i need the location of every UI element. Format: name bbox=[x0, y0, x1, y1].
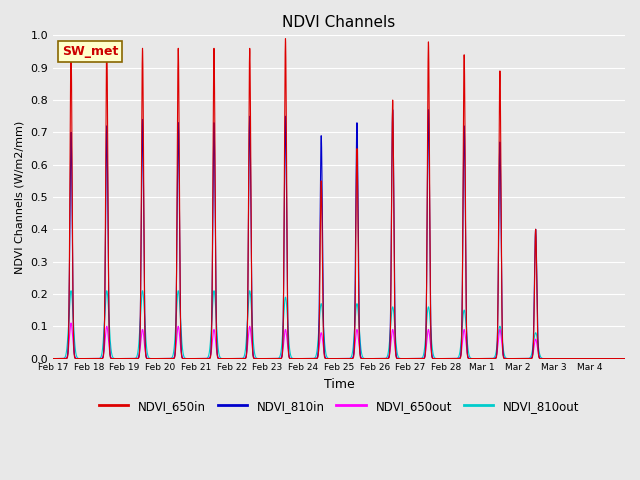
NDVI_650in bbox=[504, 356, 511, 361]
Title: NDVI Channels: NDVI Channels bbox=[282, 15, 396, 30]
NDVI_810in bbox=[49, 356, 57, 361]
NDVI_810in bbox=[388, 204, 396, 210]
NDVI_650out bbox=[504, 356, 511, 361]
NDVI_650in bbox=[78, 356, 86, 361]
NDVI_810out bbox=[388, 311, 396, 316]
Line: NDVI_810in: NDVI_810in bbox=[53, 110, 625, 359]
Line: NDVI_650out: NDVI_650out bbox=[53, 323, 625, 359]
NDVI_810out bbox=[614, 356, 622, 361]
NDVI_650out bbox=[594, 356, 602, 361]
Text: SW_met: SW_met bbox=[61, 45, 118, 58]
NDVI_650out bbox=[388, 333, 396, 338]
NDVI_810out bbox=[474, 356, 481, 361]
NDVI_650in bbox=[49, 356, 57, 361]
NDVI_650in bbox=[573, 356, 581, 361]
NDVI_810out bbox=[67, 288, 75, 294]
NDVI_650in bbox=[388, 203, 396, 209]
NDVI_650in bbox=[474, 356, 481, 361]
NDVI_650in bbox=[413, 356, 420, 361]
NDVI_810in bbox=[577, 356, 585, 361]
NDVI_810in bbox=[621, 356, 629, 361]
Line: NDVI_650in: NDVI_650in bbox=[53, 39, 625, 359]
NDVI_650in bbox=[282, 36, 289, 42]
NDVI_810in bbox=[257, 356, 264, 361]
NDVI_810in bbox=[504, 356, 511, 361]
NDVI_810in bbox=[413, 356, 420, 361]
NDVI_810out bbox=[413, 356, 420, 361]
NDVI_810out bbox=[49, 356, 57, 361]
NDVI_810in bbox=[474, 356, 481, 361]
NDVI_810in bbox=[424, 107, 432, 113]
NDVI_810out bbox=[621, 356, 629, 361]
NDVI_650in bbox=[621, 356, 629, 361]
Y-axis label: NDVI Channels (W/m2/mm): NDVI Channels (W/m2/mm) bbox=[15, 120, 25, 274]
NDVI_810out bbox=[78, 356, 86, 361]
NDVI_810out bbox=[257, 356, 264, 361]
NDVI_650out bbox=[474, 356, 481, 361]
NDVI_650out bbox=[413, 356, 420, 361]
Line: NDVI_810out: NDVI_810out bbox=[53, 291, 625, 359]
X-axis label: Time: Time bbox=[324, 378, 355, 391]
Legend: NDVI_650in, NDVI_810in, NDVI_650out, NDVI_810out: NDVI_650in, NDVI_810in, NDVI_650out, NDV… bbox=[94, 395, 584, 417]
NDVI_810in bbox=[78, 356, 86, 361]
NDVI_650out bbox=[621, 356, 629, 361]
NDVI_650out bbox=[78, 356, 86, 361]
NDVI_650in bbox=[257, 356, 264, 361]
NDVI_810out bbox=[504, 356, 511, 361]
NDVI_650out bbox=[257, 356, 264, 361]
NDVI_650out bbox=[67, 320, 75, 326]
NDVI_650out bbox=[49, 356, 57, 361]
